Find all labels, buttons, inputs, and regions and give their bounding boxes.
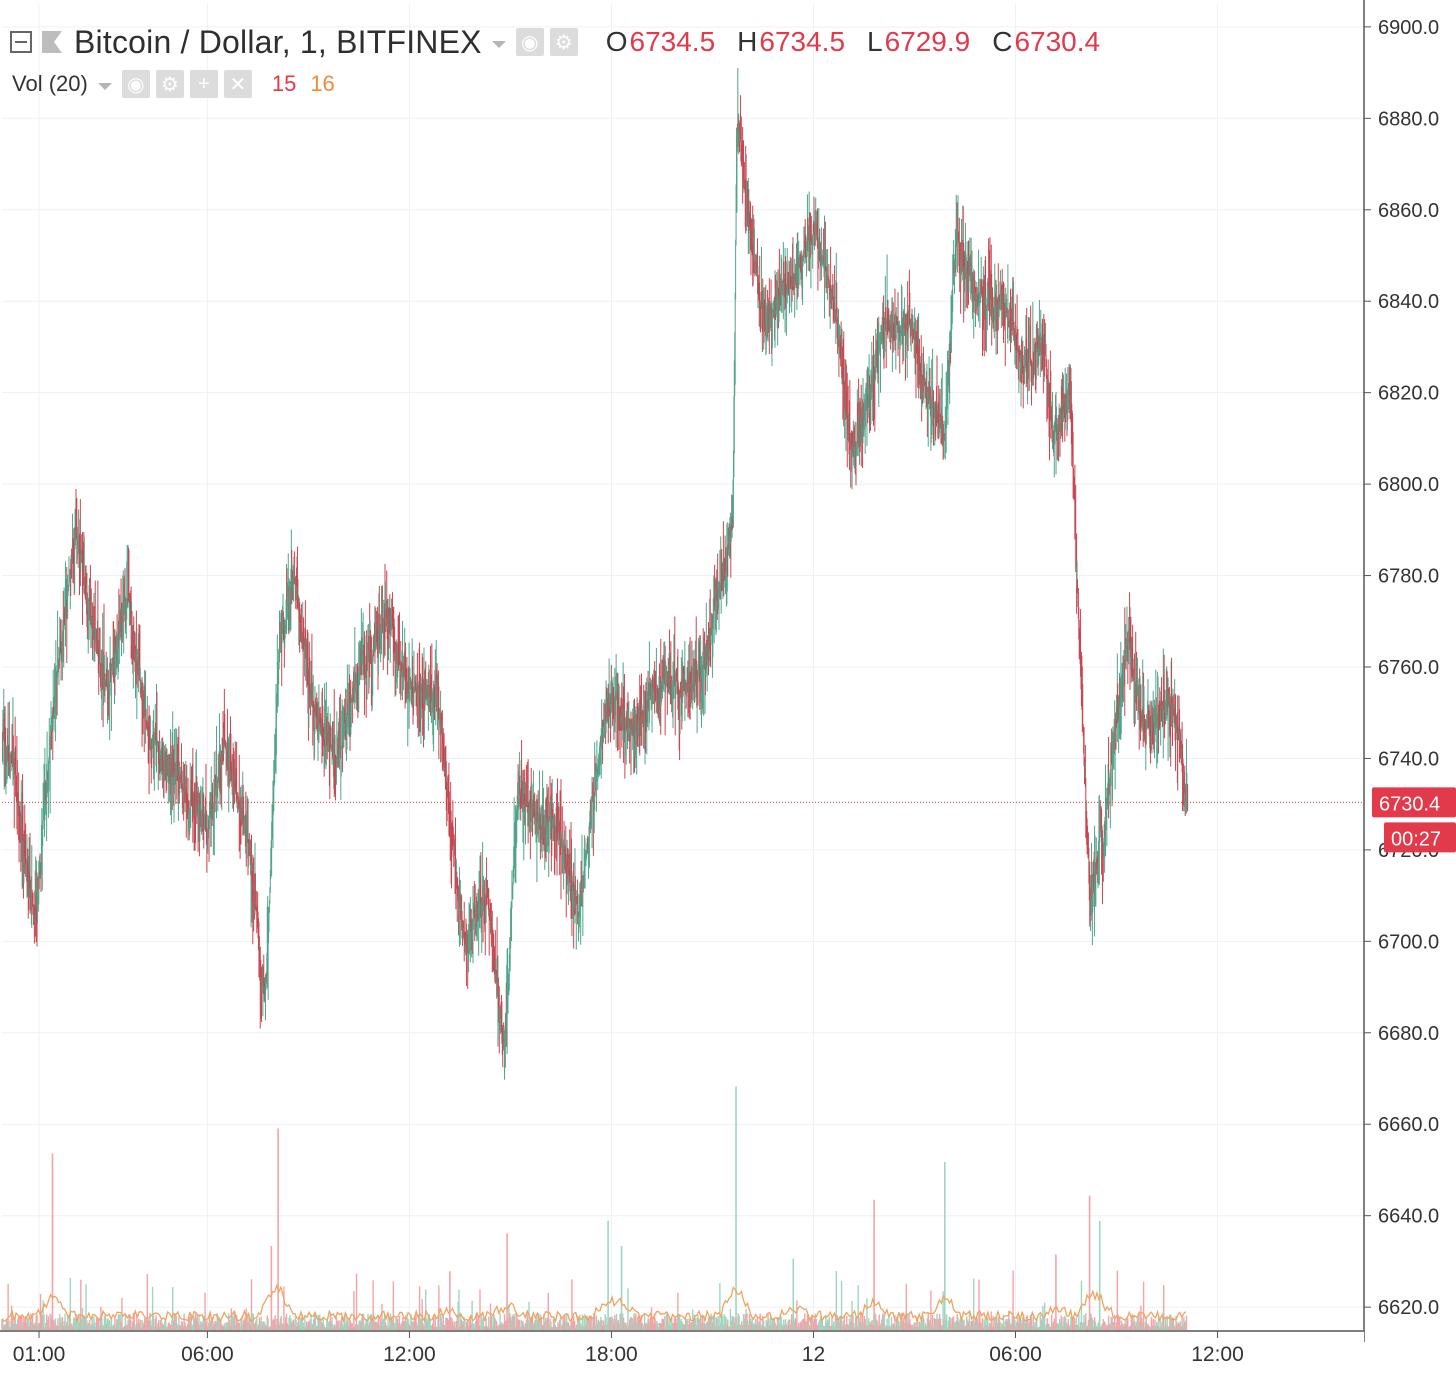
ohlc-open-key: O bbox=[605, 26, 628, 57]
price-tick-label: 6620.0 bbox=[1378, 1297, 1439, 1319]
volume-histogram bbox=[1, 1086, 1188, 1330]
price-tick-label: 6640.0 bbox=[1378, 1206, 1439, 1228]
price-tick-label: 6680.0 bbox=[1378, 1023, 1439, 1045]
price-tick-label: 6780.0 bbox=[1378, 566, 1439, 588]
time-tick-label: 12:00 bbox=[383, 1343, 436, 1366]
price-tick-label: 6800.0 bbox=[1378, 474, 1439, 496]
time-tick-label: 12 bbox=[802, 1343, 825, 1366]
eye-icon[interactable]: ◉ bbox=[121, 70, 150, 98]
ohlc-low-key: L bbox=[867, 26, 883, 57]
current-price-badge: 6730.4 00:27 bbox=[1372, 787, 1456, 853]
volume-value: 15 bbox=[271, 71, 297, 96]
ohlc-high-value: 6734.5 bbox=[759, 26, 846, 57]
price-tick-label: 6820.0 bbox=[1378, 383, 1439, 405]
ohlc-low-value: 6729.9 bbox=[884, 26, 971, 57]
price-tick-label: 6900.0 bbox=[1378, 17, 1439, 39]
chevron-down-icon[interactable] bbox=[491, 40, 506, 48]
volume-ma-value: 16 bbox=[310, 71, 335, 96]
symbol-legend: Bitcoin / Dollar, 1, BITFINEX ◉ ⚙ O 6734.… bbox=[10, 22, 1100, 62]
chevron-down-icon[interactable] bbox=[97, 82, 112, 90]
volume-legend: Vol (20) ◉ ⚙ + ✕ 15 16 bbox=[12, 68, 335, 100]
plus-icon[interactable]: + bbox=[189, 70, 218, 98]
price-tick-label: 6860.0 bbox=[1378, 200, 1439, 222]
price-tick-label: 6740.0 bbox=[1378, 748, 1439, 770]
price-tick-label: 6840.0 bbox=[1378, 291, 1439, 313]
volume-ma-line bbox=[1, 1283, 1187, 1324]
candles bbox=[1, 68, 1189, 1080]
time-tick-label: 12:00 bbox=[1191, 1343, 1244, 1366]
ohlc-open-value: 6734.5 bbox=[629, 26, 716, 57]
price-tick-label: 6880.0 bbox=[1378, 108, 1439, 130]
ohlc-close-value: 6730.4 bbox=[1014, 26, 1101, 57]
eye-icon[interactable]: ◉ bbox=[515, 28, 544, 56]
flag-icon[interactable] bbox=[42, 31, 62, 53]
price-tick-label: 6660.0 bbox=[1378, 1114, 1439, 1136]
gear-icon[interactable]: ⚙ bbox=[549, 28, 578, 56]
volume-indicator-title[interactable]: Vol (20) bbox=[12, 71, 88, 96]
time-tick-label: 01:00 bbox=[13, 1343, 66, 1366]
current-price-badge-bg bbox=[1372, 787, 1456, 818]
close-icon[interactable]: ✕ bbox=[223, 70, 252, 98]
time-axis: 01:00 06:00 12:00 18:00 12 06:00 12:00 bbox=[0, 1330, 1364, 1371]
gear-icon[interactable]: ⚙ bbox=[155, 70, 184, 98]
time-tick-label: 18:00 bbox=[585, 1343, 638, 1366]
ohlc-close-key: C bbox=[992, 26, 1013, 57]
price-tick-label: 6760.0 bbox=[1378, 657, 1439, 679]
time-tick-label: 06:00 bbox=[181, 1343, 234, 1366]
price-axis-background bbox=[1364, 0, 1456, 1370]
price-axis: 6620.06640.06660.06680.06700.06720.06740… bbox=[1363, 0, 1456, 1370]
symbol-title[interactable]: Bitcoin / Dollar, 1, BITFINEX bbox=[74, 23, 482, 60]
ohlc-high-key: H bbox=[737, 26, 758, 57]
time-tick-label: 06:00 bbox=[989, 1343, 1042, 1366]
current-price-label: 6730.4 bbox=[1379, 793, 1440, 815]
countdown-badge-bg bbox=[1384, 822, 1456, 853]
time-axis-background bbox=[0, 1331, 1364, 1371]
price-tick-label: 6700.0 bbox=[1378, 931, 1439, 953]
collapse-icon[interactable] bbox=[10, 31, 32, 53]
countdown-label: 00:27 bbox=[1391, 828, 1441, 850]
